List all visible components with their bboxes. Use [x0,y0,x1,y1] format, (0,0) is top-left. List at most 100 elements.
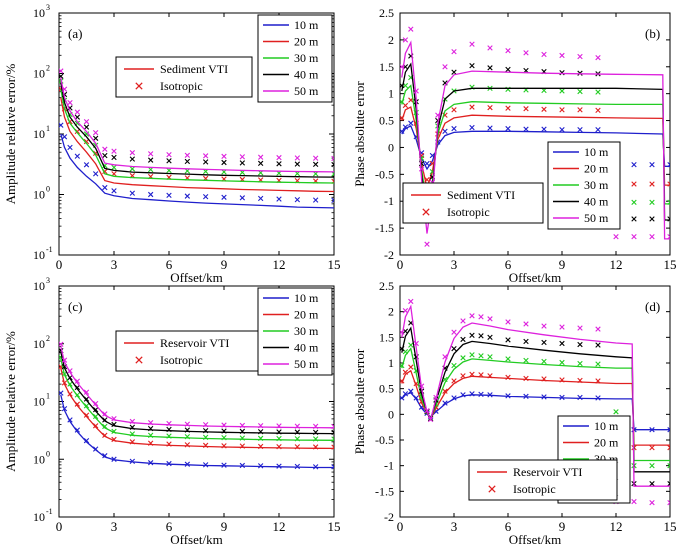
x-tick-label: 0 [397,257,404,272]
marker-30m [129,166,136,172]
marker-50m [61,357,68,363]
marker-50m [111,148,117,154]
marker-10m [442,400,448,406]
marker-40m [331,161,334,168]
marker-40m [111,421,117,428]
marker-20m [478,372,484,378]
marker-10m [147,460,154,466]
marker-50m [442,354,448,360]
marker-50m [276,423,282,429]
marker-30m [111,428,117,434]
y-tick-label: 10 [33,337,45,351]
y-tick-exponent: 1 [46,124,50,133]
marker-40m [312,161,319,168]
y-tick-label: 1.5 [379,330,394,344]
marker-10m [408,120,414,126]
marker-40m [400,82,405,89]
marker-50m [92,130,99,136]
legend-depths: 10 m 20 m 30 m 40 m 50 m [257,14,333,103]
marker-50m [613,234,619,240]
marker-10m [400,128,405,134]
marker-50m [413,340,419,347]
x-tick-label: 15 [664,519,677,534]
y-tick-label: -1.5 [375,484,394,498]
x-tick-label: 0 [56,519,63,534]
marker-20m [83,138,90,145]
marker-50m [400,329,405,335]
marker-30m [276,435,282,442]
legend-label: 50 m [294,357,319,371]
marker-40m [102,417,108,423]
y-tick-label: -0.5 [375,433,394,447]
marker-50m [559,324,565,330]
y-tick-label: 0.5 [379,114,394,128]
marker-40m [129,424,136,430]
marker-40m [83,124,90,130]
marker-30m [184,433,191,440]
marker-10m [402,124,409,130]
marker-40m [239,428,246,435]
series-line-40m [401,326,670,473]
marker-50m [61,86,68,92]
marker-30m [595,89,601,95]
y-tick-label: 1 [388,87,394,101]
marker-40m [487,65,493,71]
marker-20m [147,440,154,446]
marker-20m [239,443,246,449]
marker-50m [184,421,191,427]
marker-50m [202,153,209,159]
y-tick-label: -0.5 [375,167,394,181]
marker-30m [649,462,655,469]
marker-10m [595,127,601,133]
marker-30m [478,353,484,359]
legend-label: 10 m [594,419,619,433]
marker-40m [92,135,99,141]
marker-40m [312,429,319,435]
y-tick-label: -2 [384,248,394,262]
legend-swatch-marker [135,356,143,364]
marker-40m [166,426,172,433]
marker-10m [74,153,81,159]
legend-label-marker: Isotropic [513,482,556,496]
marker-40m [577,341,583,348]
marker-50m [59,68,64,74]
marker-20m [61,380,68,386]
marker-50m [523,321,529,327]
x-tick-label: 12 [610,257,623,272]
marker-50m [460,318,466,324]
marker-10m [577,127,583,133]
marker-10m [102,184,108,191]
marker-40m [294,161,301,167]
x-tick-label: 9 [221,257,228,272]
marker-20m [667,181,670,187]
legend-label: 50 m [294,84,319,98]
marker-40m [478,333,484,339]
marker-40m [559,70,565,76]
marker-10m [312,464,319,470]
marker-30m [577,360,583,367]
marker-10m [429,152,436,159]
marker-10m [469,124,475,131]
y-tick-exponent: 0 [46,185,50,194]
marker-20m [257,443,264,450]
marker-40m [331,429,334,436]
x-tick-label: 0 [56,257,63,272]
marker-40m [487,334,493,341]
marker-10m [61,134,68,140]
y-tick-label: 1.5 [379,60,394,74]
marker-40m [221,428,227,434]
marker-50m [402,37,409,43]
marker-50m [257,423,264,429]
marker-10m [541,126,547,132]
marker-10m [257,463,264,469]
marker-10m [451,125,457,132]
marker-10m [221,194,227,200]
series-line-10m [60,133,334,209]
y-tick-exponent: -1 [46,507,53,516]
marker-30m [74,392,81,398]
legend-style: Reservoir VTI Isotropic [468,459,618,501]
legend-label: 40 m [584,195,609,209]
marker-30m [451,362,457,369]
